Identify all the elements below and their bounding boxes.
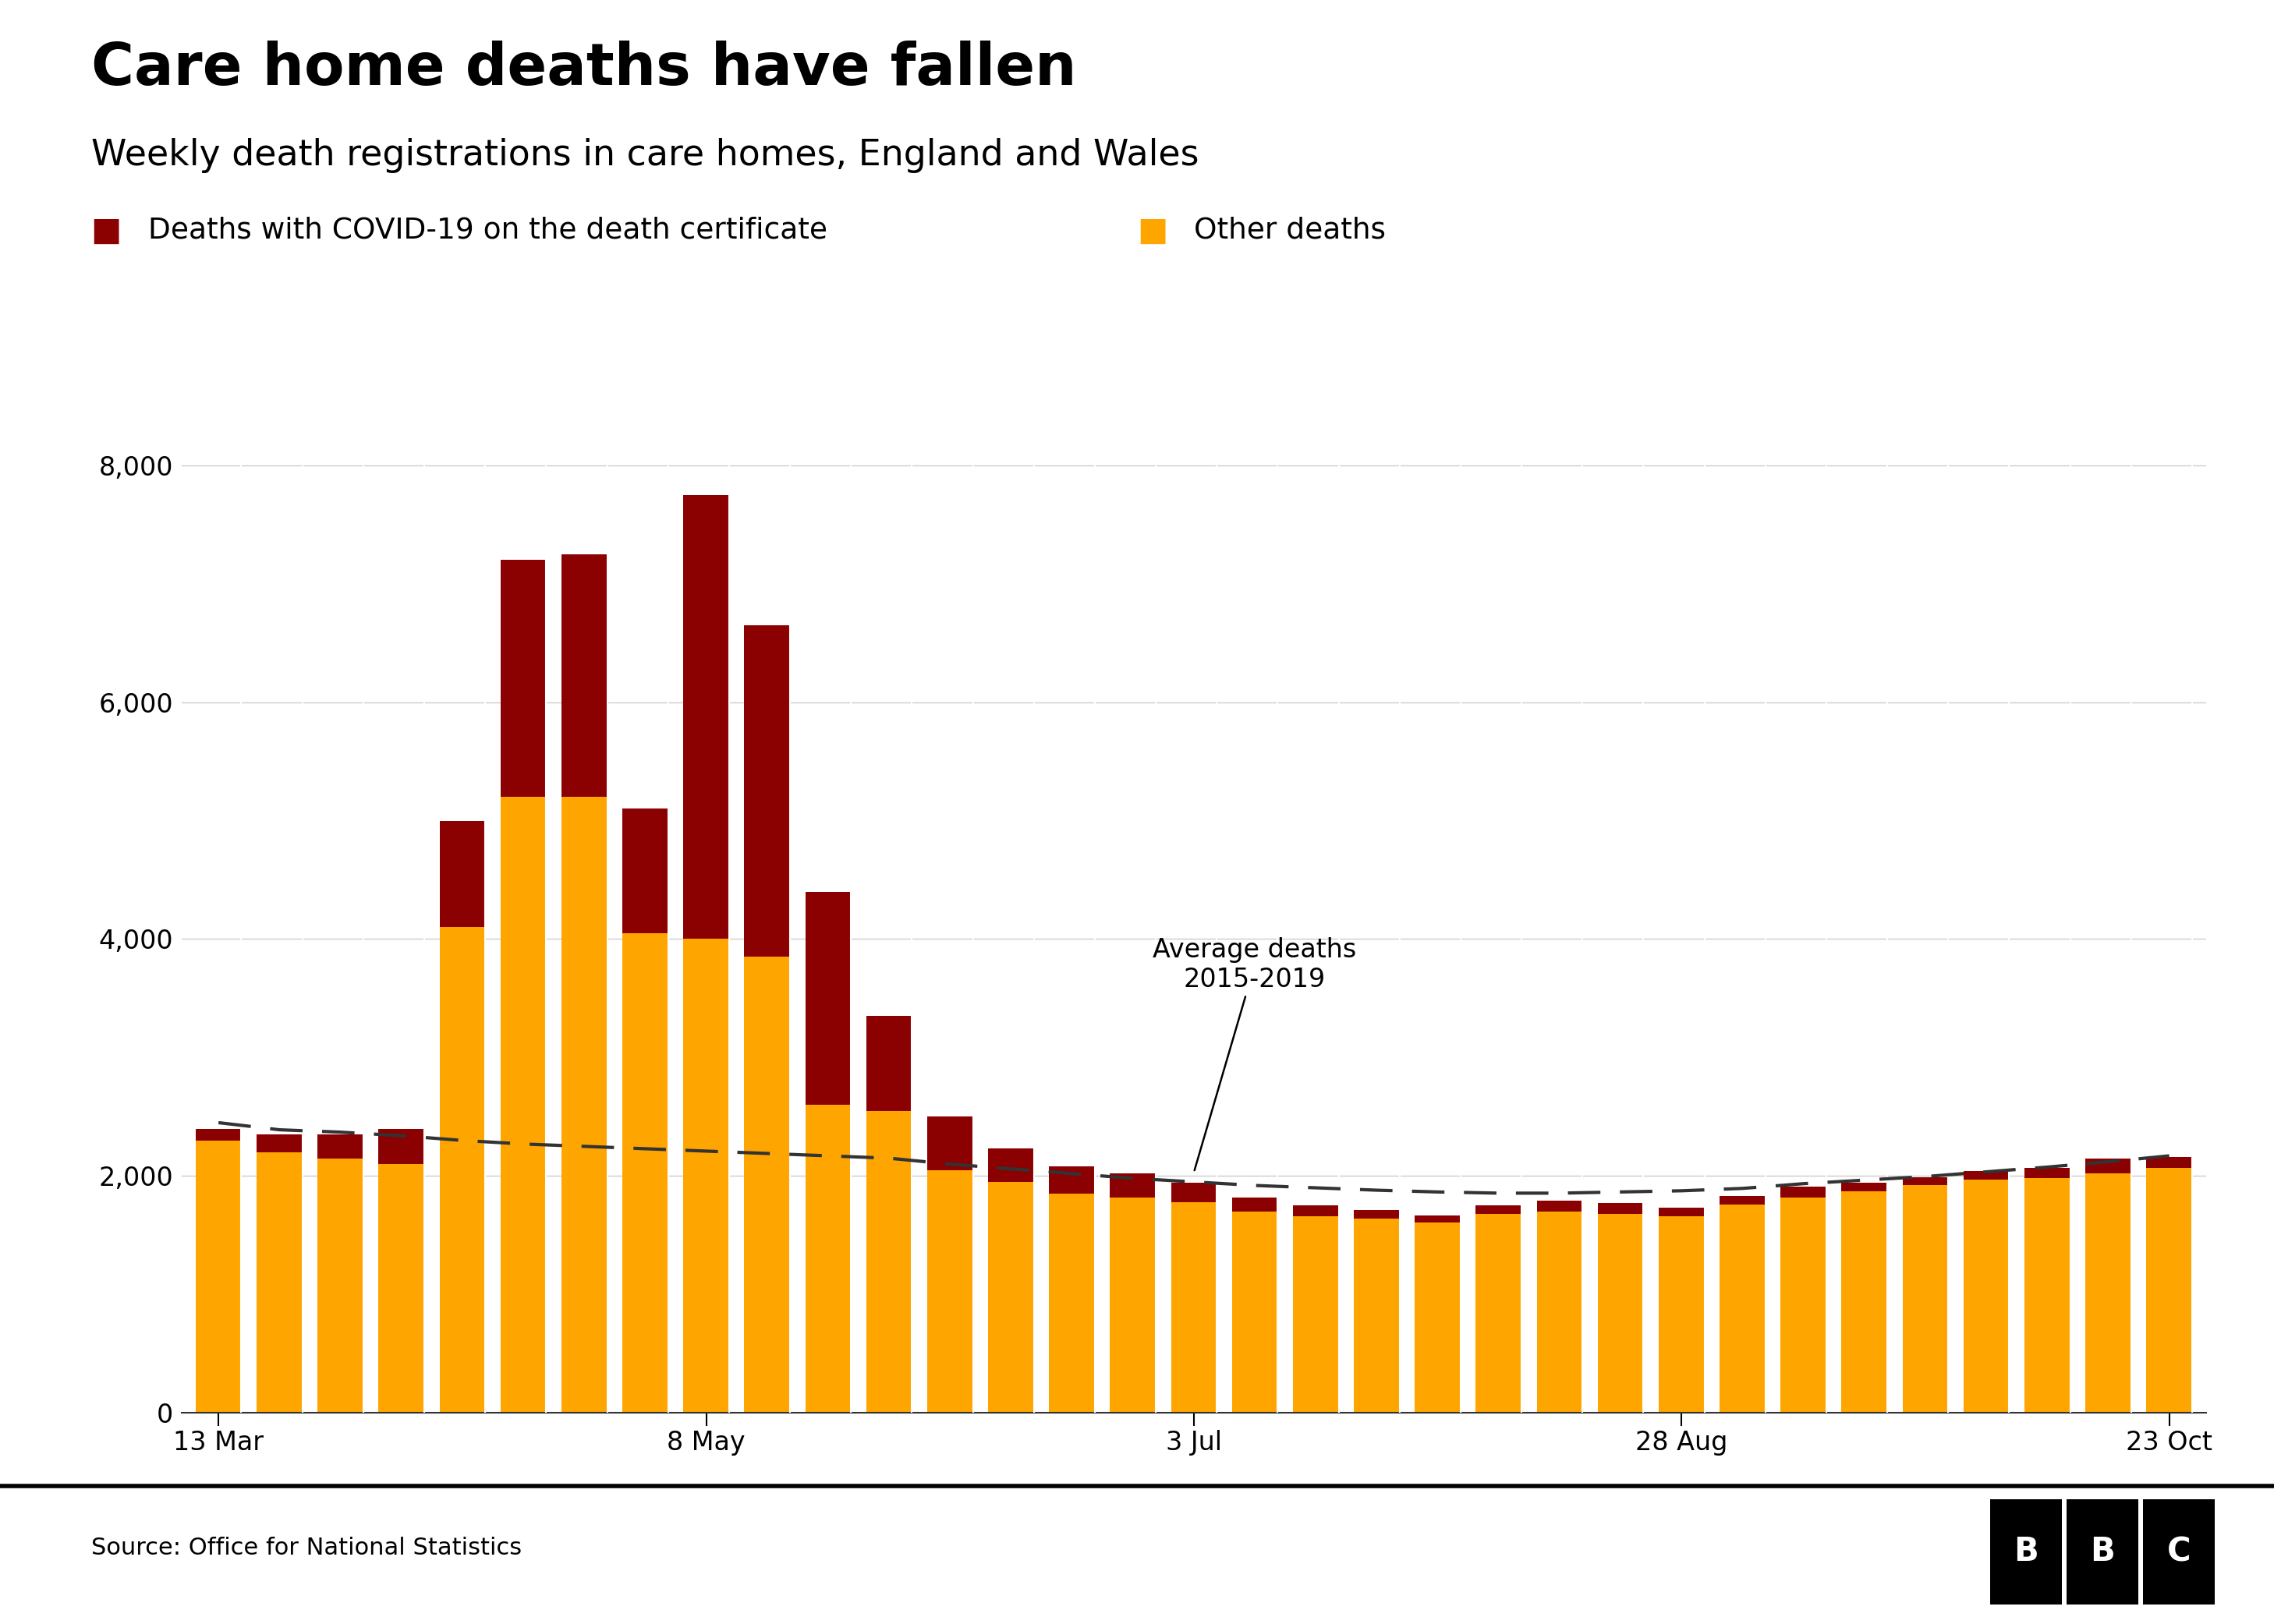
Bar <box>1719 1197 1765 1205</box>
Bar <box>805 892 850 1104</box>
Bar <box>1903 1186 1949 1413</box>
Bar <box>1294 1216 1339 1413</box>
Bar <box>744 625 789 957</box>
Bar <box>1233 1197 1278 1212</box>
Bar <box>500 797 546 1413</box>
Bar <box>1171 1182 1217 1202</box>
Text: Weekly death registrations in care homes, England and Wales: Weekly death registrations in care homes… <box>91 138 1198 174</box>
Bar <box>562 797 607 1413</box>
Bar <box>1537 1200 1583 1212</box>
FancyBboxPatch shape <box>2067 1499 2138 1605</box>
Bar <box>1476 1213 1521 1413</box>
Text: Deaths with COVID-19 on the death certificate: Deaths with COVID-19 on the death certif… <box>148 216 828 245</box>
Bar <box>1110 1197 1155 1413</box>
Bar <box>1842 1182 1887 1192</box>
Bar <box>2024 1168 2069 1179</box>
Bar <box>744 957 789 1413</box>
Text: Source: Office for National Statistics: Source: Office for National Statistics <box>91 1536 521 1559</box>
Bar <box>196 1140 241 1413</box>
Bar <box>318 1135 364 1158</box>
FancyBboxPatch shape <box>1990 1499 2063 1605</box>
Bar <box>1903 1177 1949 1186</box>
Bar <box>805 1104 850 1413</box>
Text: ■: ■ <box>1137 214 1169 247</box>
Bar <box>257 1135 302 1153</box>
Bar <box>1781 1187 1826 1197</box>
Bar <box>623 934 669 1413</box>
Bar <box>2147 1168 2192 1413</box>
Bar <box>866 1111 912 1413</box>
Bar <box>1048 1166 1094 1194</box>
Bar <box>1294 1205 1339 1216</box>
Bar <box>2085 1174 2131 1413</box>
Bar <box>439 927 484 1413</box>
Bar <box>196 1129 241 1140</box>
Bar <box>2085 1158 2131 1174</box>
FancyBboxPatch shape <box>2142 1499 2215 1605</box>
Bar <box>1233 1212 1278 1413</box>
Bar <box>439 820 484 927</box>
Text: C: C <box>2167 1535 2190 1569</box>
Bar <box>682 495 730 939</box>
Bar <box>1599 1213 1644 1413</box>
Bar <box>928 1169 973 1413</box>
Bar <box>1962 1179 2010 1413</box>
Text: B: B <box>2090 1535 2115 1569</box>
Bar <box>1962 1171 2010 1179</box>
Bar <box>1719 1205 1765 1413</box>
Bar <box>989 1148 1035 1182</box>
Bar <box>2147 1156 2192 1168</box>
Bar <box>1842 1192 1887 1413</box>
Bar <box>1353 1218 1399 1413</box>
Bar <box>500 560 546 797</box>
Bar <box>1476 1205 1521 1213</box>
Text: Care home deaths have fallen: Care home deaths have fallen <box>91 41 1076 97</box>
Text: Other deaths: Other deaths <box>1194 216 1385 245</box>
Bar <box>1599 1203 1644 1213</box>
Bar <box>377 1129 425 1164</box>
Bar <box>1414 1223 1460 1413</box>
Text: ■: ■ <box>91 214 123 247</box>
Bar <box>318 1158 364 1413</box>
Bar <box>623 809 669 934</box>
Bar <box>989 1182 1035 1413</box>
Bar <box>928 1117 973 1169</box>
Bar <box>1781 1197 1826 1413</box>
Bar <box>1414 1216 1460 1223</box>
Bar <box>257 1153 302 1413</box>
Bar <box>1110 1174 1155 1197</box>
Bar <box>377 1164 425 1413</box>
Bar <box>682 939 730 1413</box>
Bar <box>1537 1212 1583 1413</box>
Bar <box>866 1017 912 1111</box>
Bar <box>1171 1202 1217 1413</box>
Bar <box>1048 1194 1094 1413</box>
Text: B: B <box>2012 1535 2038 1569</box>
Bar <box>562 554 607 797</box>
Bar <box>2024 1179 2069 1413</box>
Bar <box>1658 1216 1705 1413</box>
Bar <box>1658 1208 1705 1216</box>
Bar <box>1353 1210 1399 1218</box>
Text: Average deaths
2015-2019: Average deaths 2015-2019 <box>1153 937 1358 1171</box>
